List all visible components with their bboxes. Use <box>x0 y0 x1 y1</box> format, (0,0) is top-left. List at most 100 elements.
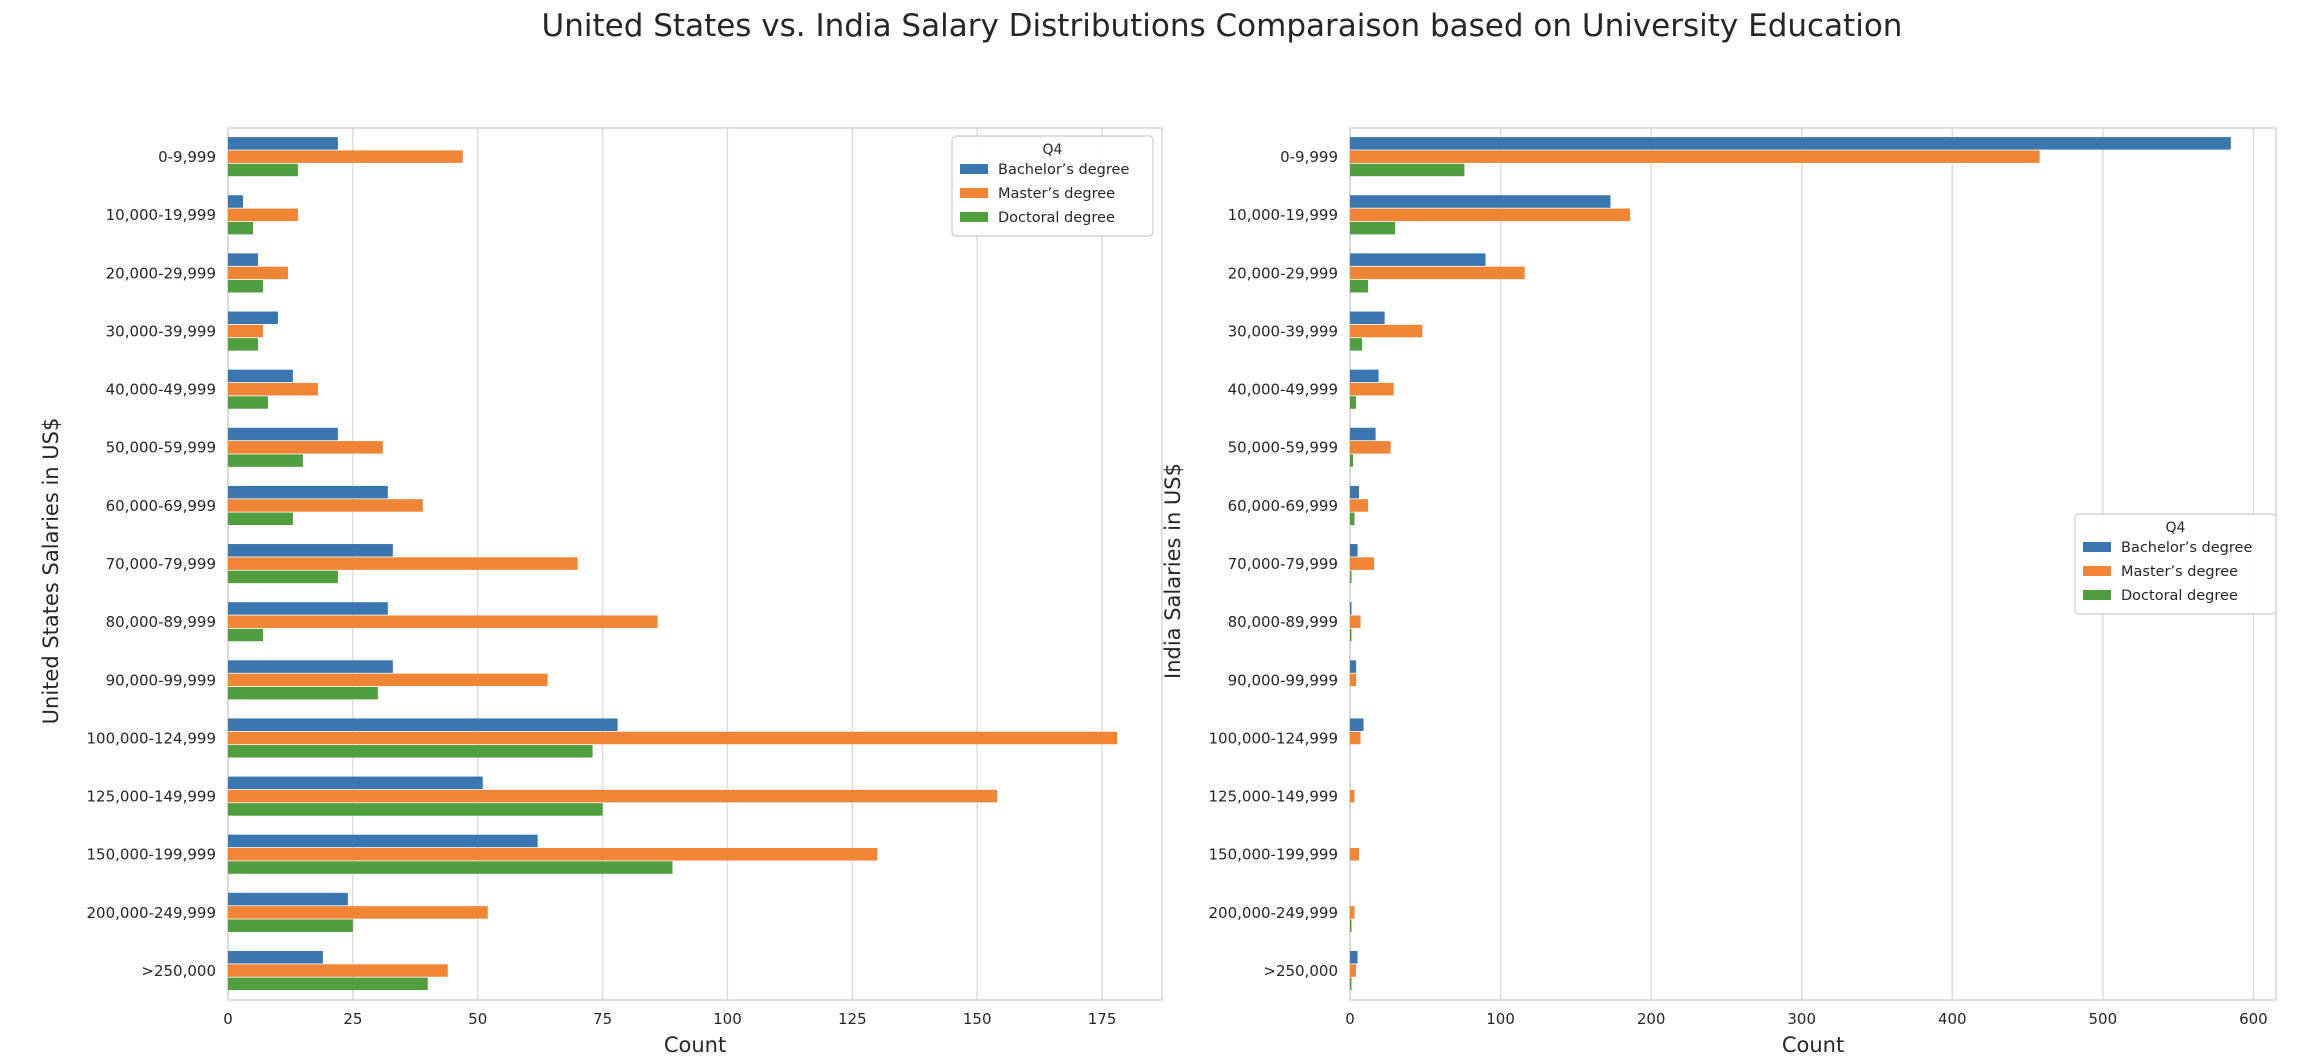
master-bar <box>228 382 318 396</box>
y-tick-label: 150,000-199,999 <box>87 846 216 864</box>
master-bar <box>1350 441 1391 454</box>
y-tick-label: 10,000-19,999 <box>106 206 216 224</box>
x-tick-label: 0 <box>223 1010 233 1028</box>
master-bar <box>1350 208 1631 222</box>
master-bar <box>228 324 263 338</box>
y-tick-label: 30,000-39,999 <box>1228 322 1338 340</box>
bachelor-bar <box>1350 427 1376 441</box>
bachelor-bar <box>228 660 393 673</box>
legend-swatch <box>960 188 988 198</box>
bachelor-bar <box>1350 544 1358 557</box>
y-axis-label: India Salaries in US$ <box>1161 463 1185 679</box>
y-tick-label: 40,000-49,999 <box>1228 381 1338 399</box>
y-tick-label: 150,000-199,999 <box>1209 846 1338 864</box>
legend-swatch <box>960 212 988 222</box>
legend-title: Q4 <box>2166 520 2186 536</box>
bachelor-bar <box>228 311 278 325</box>
x-tick-label: 200 <box>1637 1010 1666 1028</box>
master-bar <box>228 208 298 222</box>
bachelor-bar <box>228 776 483 790</box>
x-axis-label: Count <box>664 1033 726 1057</box>
bachelor-bar <box>228 369 293 383</box>
master-bar <box>1350 789 1355 803</box>
master-bar <box>228 673 548 687</box>
legend-label: Master’s degree <box>2121 564 2238 580</box>
legend-swatch <box>2083 566 2111 576</box>
y-tick-label: 0-9,999 <box>1280 148 1338 166</box>
doctoral-bar <box>1350 454 1354 467</box>
bachelor-bar <box>1350 718 1364 731</box>
master-bar <box>228 499 423 512</box>
doctoral-bar <box>228 279 263 293</box>
bachelor-bar <box>228 892 348 906</box>
y-tick-label: 60,000-69,999 <box>1228 497 1338 515</box>
legend-box <box>951 135 1154 237</box>
y-tick-label: 50,000-59,999 <box>106 439 216 457</box>
y-tick-label: 10,000-19,999 <box>1228 206 1338 224</box>
doctoral-bar <box>1350 163 1465 177</box>
y-tick-label: 40,000-49,999 <box>106 381 216 399</box>
us-chart: 0 25 50 75 100 125 150 175 0-9,999 10,000-19,999 2… <box>39 127 1163 1057</box>
figure-title: United States vs. India Salary Distribut… <box>542 8 1903 44</box>
y-axis-label: United States Salaries in US$ <box>39 418 63 725</box>
doctoral-bar <box>1350 396 1357 409</box>
x-tick-label: 600 <box>2239 1010 2268 1028</box>
bachelor-bar <box>228 602 388 615</box>
master-bar <box>228 906 488 919</box>
master-bar <box>228 150 463 163</box>
y-tick-label: 20,000-29,999 <box>1228 264 1338 282</box>
y-tick-label: 50,000-59,999 <box>1228 439 1338 457</box>
doctoral-bar <box>228 570 338 584</box>
x-tick-label: 150 <box>963 1010 992 1028</box>
master-bar <box>228 266 288 280</box>
bachelor-bar <box>228 137 338 150</box>
doctoral-bar <box>1350 279 1369 293</box>
y-tick-label: 200,000-249,999 <box>1209 904 1338 922</box>
bachelor-bar <box>1350 137 2231 150</box>
x-tick-label: 175 <box>1088 1010 1117 1028</box>
bachelor-bar <box>1350 602 1352 615</box>
master-bar <box>1350 673 1357 687</box>
legend-swatch <box>960 164 988 174</box>
x-tick-label: 125 <box>838 1010 867 1028</box>
master-bar <box>1350 731 1361 745</box>
x-tick-label: 0 <box>1345 1010 1355 1028</box>
legend-label: Doctoral degree <box>998 210 1115 226</box>
master-bar <box>228 964 448 977</box>
y-tick-label: 80,000-89,999 <box>1228 613 1338 631</box>
y-tick-label: 125,000-149,999 <box>1209 788 1338 806</box>
y-tick-label: 70,000-79,999 <box>106 555 216 573</box>
legend-label: Doctoral degree <box>2121 588 2238 604</box>
master-bar <box>228 848 878 861</box>
x-tick-label: 25 <box>343 1010 362 1028</box>
bachelor-bar <box>228 253 258 266</box>
legend: Q4 Bachelor’s degree Master’s degree Doctor… <box>2074 513 2277 615</box>
y-tick-label: 0-9,999 <box>158 148 216 166</box>
y-tick-label: 60,000-69,999 <box>106 497 216 515</box>
master-bar <box>1350 499 1369 512</box>
master-bar <box>1350 848 1360 861</box>
master-bar <box>228 789 998 803</box>
x-tick-label: 500 <box>2089 1010 2118 1028</box>
doctoral-bar <box>1350 977 1352 991</box>
doctoral-bar <box>228 803 603 816</box>
y-tick-label: 125,000-149,999 <box>87 788 216 806</box>
y-tick-label: 70,000-79,999 <box>1228 555 1338 573</box>
master-bar <box>228 731 1118 745</box>
x-tick-label: 50 <box>468 1010 487 1028</box>
master-bar <box>1350 382 1394 396</box>
legend-box <box>2074 513 2277 615</box>
legend-title: Q4 <box>1043 142 1063 158</box>
y-tick-label: 200,000-249,999 <box>87 904 216 922</box>
doctoral-bar <box>228 919 353 932</box>
bachelor-bar <box>228 485 388 499</box>
master-bar <box>228 557 578 570</box>
y-tick-label: 30,000-39,999 <box>106 322 216 340</box>
legend-swatch <box>2083 590 2111 600</box>
x-axis-label: Count <box>1782 1033 1844 1057</box>
master-bar <box>228 615 658 628</box>
y-tick-label: >250,000 <box>141 962 216 980</box>
bachelor-bar <box>228 195 243 208</box>
legend-swatch <box>2083 542 2111 552</box>
master-bar <box>228 441 383 454</box>
